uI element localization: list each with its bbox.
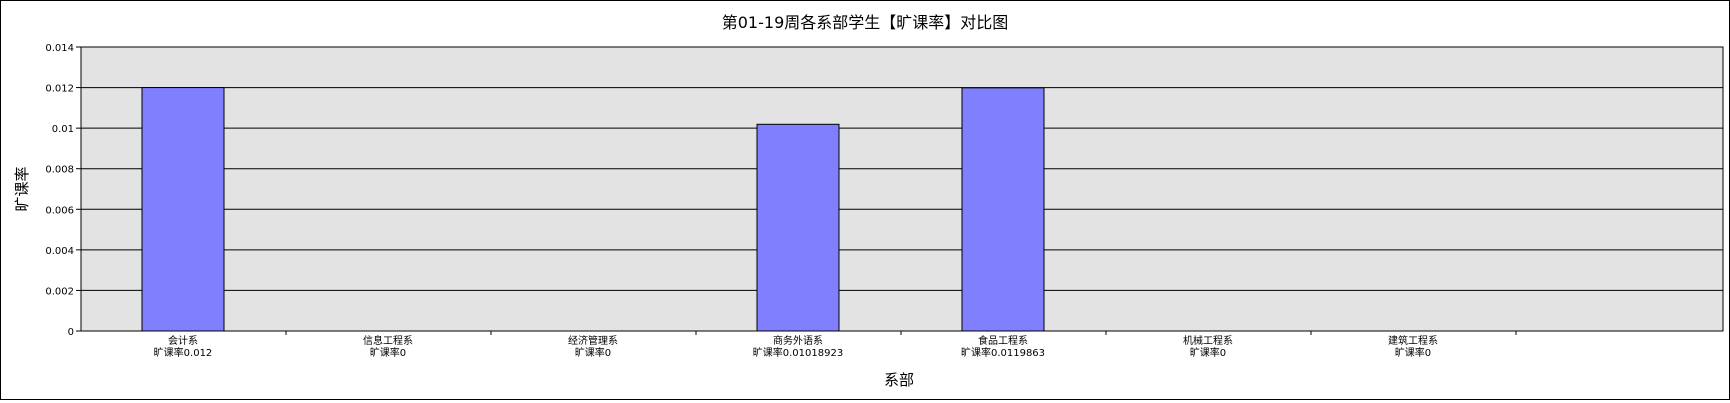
x-category-label: 会计系 (168, 334, 198, 347)
y-tick-label: 0.004 (45, 246, 74, 257)
bar-会计系 (141, 87, 225, 332)
x-category-label: 食品工程系 (978, 334, 1028, 347)
x-category-label: 信息工程系 (363, 334, 413, 347)
x-axis-label: 系部 (884, 371, 914, 389)
x-value-label: 旷课率0.0119863 (961, 346, 1045, 359)
y-tick-label: 0 (68, 327, 74, 338)
x-value-label: 旷课率0.01018923 (753, 346, 843, 359)
y-axis: 0 0.002 0.004 0.006 0.008 0.01 0.012 0.014 (45, 43, 81, 338)
y-tick-label: 0.014 (45, 43, 74, 54)
gridlines (81, 87, 1723, 291)
x-category-label: 商务外语系 (773, 334, 823, 347)
y-tick-label: 0.002 (45, 286, 74, 297)
bar-商务外语系 (756, 123, 840, 332)
y-tick-label: 0.006 (45, 205, 74, 216)
x-value-label: 旷课率0 (370, 346, 406, 359)
y-tick-label: 0.008 (45, 165, 74, 176)
x-value-label: 旷课率0 (575, 346, 611, 359)
x-category-label: 建筑工程系 (1388, 334, 1438, 347)
plot-area (80, 46, 1724, 332)
y-axis-label: 旷课率 (13, 166, 31, 211)
y-tick-label: 0.012 (45, 84, 74, 95)
bars (141, 87, 1045, 332)
x-axis: 会计系旷课率0.012信息工程系旷课率0经济管理系旷课率0商务外语系旷课率0.0… (154, 331, 1517, 359)
x-category-label: 机械工程系 (1183, 334, 1233, 347)
x-value-label: 旷课率0.012 (154, 346, 213, 359)
x-category-label: 经济管理系 (568, 334, 618, 347)
chart-title: 第01-19周各系部学生【旷课率】对比图 (722, 13, 1009, 32)
bar-食品工程系 (961, 87, 1045, 332)
y-tick-label: 0.01 (52, 124, 74, 135)
x-value-label: 旷课率0 (1190, 346, 1226, 359)
x-value-label: 旷课率0 (1395, 346, 1431, 359)
